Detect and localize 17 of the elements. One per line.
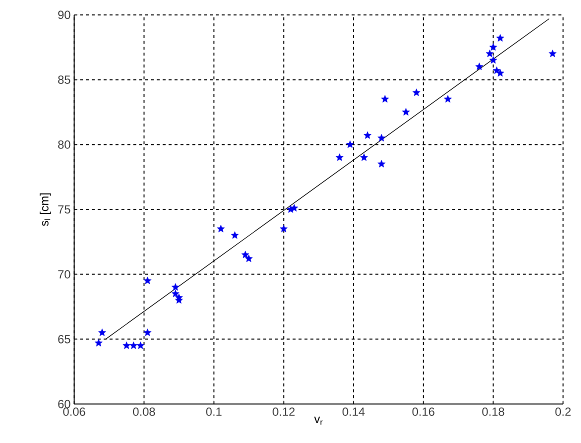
y-tick-label: 75 <box>58 205 70 214</box>
x-tick-label: 0.1 <box>206 408 222 416</box>
y-tick-label: 85 <box>58 76 70 84</box>
y-tick-label: 80 <box>58 140 70 149</box>
y-tick-label: 90 <box>58 10 70 20</box>
y-tick-label: 65 <box>58 335 70 344</box>
x-tick-label: 0.08 <box>133 408 156 416</box>
x-tick-label: 0.2 <box>555 408 571 416</box>
y-tick-label: 60 <box>58 400 70 408</box>
y-axis-title: s$_{l}$ [cm] <box>40 194 51 226</box>
x-tick-label: 0.06 <box>63 408 86 416</box>
y-tick-label: 70 <box>58 270 70 279</box>
x-tick-label: 0.14 <box>342 408 365 416</box>
x-tick-label: 0.16 <box>412 408 434 416</box>
x-tick-label: 0.12 <box>272 408 295 416</box>
x-axis-title: v$_{r}$ <box>314 416 323 425</box>
x-tick-label: 0.18 <box>482 408 504 416</box>
